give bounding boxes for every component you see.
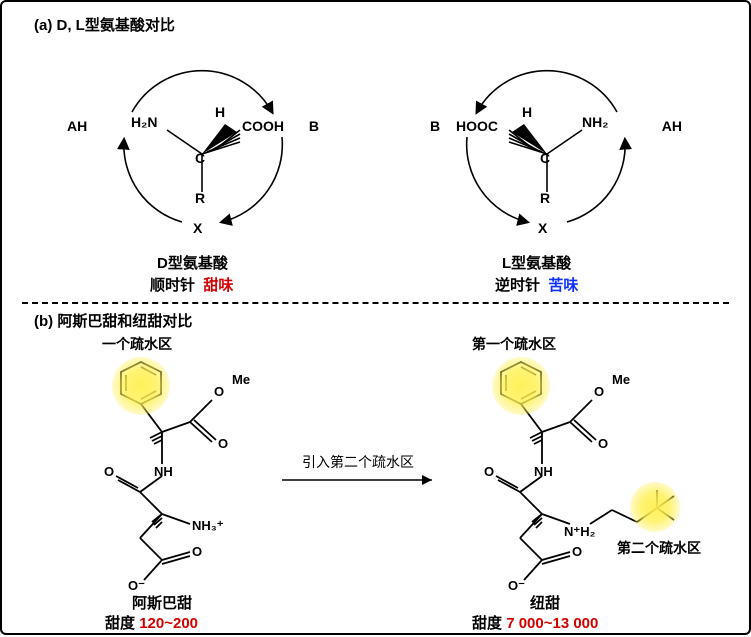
svg-text:O: O <box>192 544 202 559</box>
me-left: Me <box>232 372 250 387</box>
svg-text:O: O <box>218 436 228 451</box>
svg-text:O⁻: O⁻ <box>128 578 145 593</box>
aspartame-structure-icon: O Me O NH O NH₃⁺ O O⁻ <box>72 342 302 602</box>
aspartame-sweet: 甜度 120~200 <box>105 612 198 633</box>
d-label-R: R <box>195 190 205 206</box>
l-taste: 苦味 <box>548 277 578 294</box>
neotame-sweet-val: 7 000~13 000 <box>506 615 598 632</box>
l-label-R: R <box>540 190 550 206</box>
aspartame-sweet-val: 120~200 <box>139 615 198 632</box>
arrow-label: 引入第二个疏水区 <box>302 452 414 472</box>
l-label-COOH: HOOC <box>456 118 498 134</box>
svg-text:Me: Me <box>612 372 630 387</box>
d-label-B: B <box>309 118 319 134</box>
aspartame-sweet-prefix: 甜度 <box>105 615 135 632</box>
l-desc: 逆时针 苦味 <box>495 274 578 295</box>
svg-text:O: O <box>214 384 224 399</box>
d-taste: 甜味 <box>203 277 233 294</box>
svg-text:NH: NH <box>534 464 553 479</box>
halo-icon <box>630 482 680 532</box>
svg-text:O: O <box>104 464 114 479</box>
l-name: L型氨基酸 <box>502 252 571 273</box>
neotame-name: 纽甜 <box>530 592 560 613</box>
l-label-AH: AH <box>662 118 682 134</box>
d-label-C: C <box>195 150 205 166</box>
neotame-hydro2-label: 第二个疏水区 <box>617 538 701 558</box>
neotame-sweet: 甜度 7 000~13 000 <box>472 612 598 633</box>
halo-icon <box>112 357 170 415</box>
svg-text:O: O <box>484 464 494 479</box>
l-label-X: X <box>538 220 547 236</box>
panel-b-title: (b) 阿斯巴甜和纽甜对比 <box>34 310 192 331</box>
figure-frame: (a) D, L型氨基酸对比 <box>0 0 751 635</box>
d-label-AH: AH <box>67 118 87 134</box>
d-amino-circle: AH B X H₂N H COOH C R <box>97 42 307 252</box>
neotame-hydro1-label: 第一个疏水区 <box>472 334 556 354</box>
d-name: D型氨基酸 <box>157 252 228 273</box>
svg-text:O: O <box>594 384 604 399</box>
panel-a: (a) D, L型氨基酸对比 <box>2 2 749 302</box>
d-desc: 顺时针 甜味 <box>150 274 233 295</box>
aspartame-molecule: O Me O NH O NH₃⁺ O O⁻ <box>72 342 302 602</box>
d-dir: 顺时针 <box>150 277 195 294</box>
d-label-H: H <box>215 104 225 120</box>
l-label-NH2: NH₂ <box>582 114 608 130</box>
l-amino-circle: AH B X NH₂ H HOOC C R <box>442 42 652 252</box>
neotame-molecule: O Me O NH O N⁺H₂ O O⁻ <box>452 342 732 602</box>
svg-text:O⁻: O⁻ <box>508 578 525 593</box>
l-label-B: B <box>430 118 440 134</box>
l-dir: 逆时针 <box>495 277 540 294</box>
aspartame-hydro-label: 一个疏水区 <box>102 334 172 354</box>
svg-text:N⁺H₂: N⁺H₂ <box>564 524 596 539</box>
svg-text:O: O <box>572 544 582 559</box>
svg-text:NH₃⁺: NH₃⁺ <box>192 518 224 533</box>
halo-icon <box>492 357 550 415</box>
d-label-NH2: H₂N <box>131 114 157 130</box>
d-label-COOH: COOH <box>242 118 284 134</box>
aspartame-name: 阿斯巴甜 <box>132 592 192 613</box>
l-label-C: C <box>540 150 550 166</box>
panel-a-title: (a) D, L型氨基酸对比 <box>34 14 175 35</box>
svg-text:NH: NH <box>154 464 173 479</box>
reaction-arrow <box>282 470 442 495</box>
neotame-sweet-prefix: 甜度 <box>472 615 502 632</box>
svg-text:O: O <box>598 436 608 451</box>
panel-b: (b) 阿斯巴甜和纽甜对比 <box>2 302 749 637</box>
d-label-X: X <box>193 220 202 236</box>
l-label-H: H <box>522 104 532 120</box>
arrow-right-icon <box>282 470 442 490</box>
